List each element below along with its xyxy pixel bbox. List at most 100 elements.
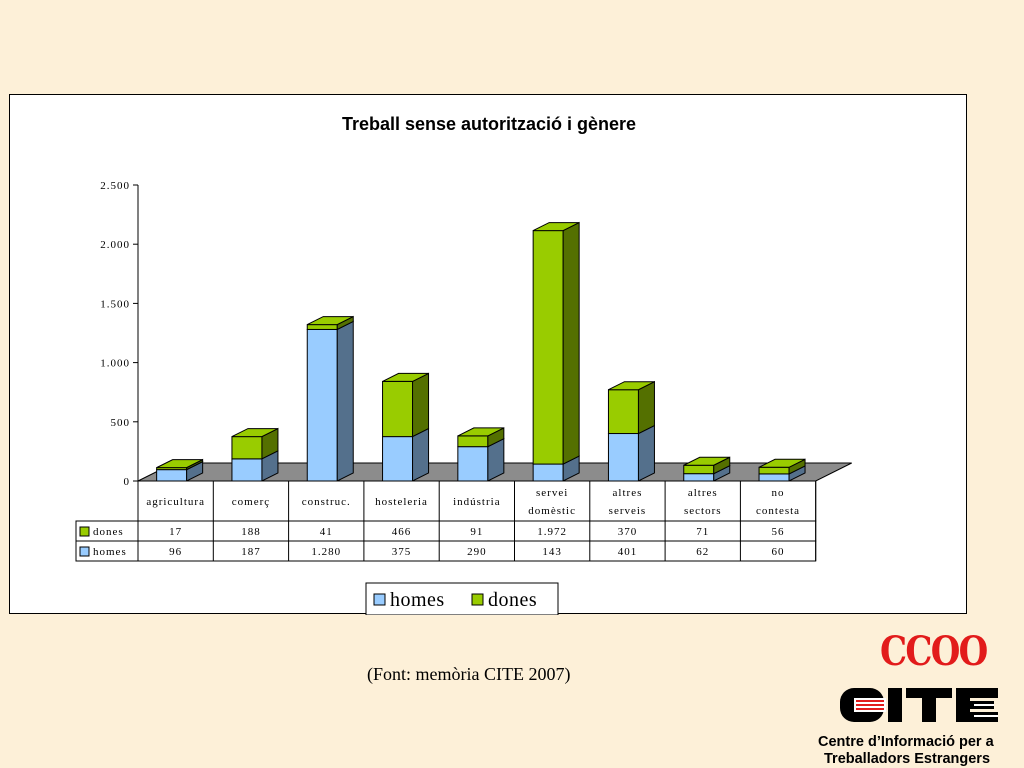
data-label: 187 [241, 546, 261, 558]
data-label: 401 [618, 546, 638, 558]
table-legend-key [79, 526, 90, 537]
source-note: (Font: memòria CITE 2007) [367, 664, 571, 684]
org-name-line2: Treballadors Estrangers [824, 751, 991, 767]
logo-area: CCOO Centre d’Informació per a Treballad… [812, 612, 1024, 768]
bar-front [457, 446, 489, 482]
data-label: 56 [772, 526, 785, 538]
data-label: 1.972 [537, 526, 567, 538]
bar-side [562, 221, 580, 465]
bar-front [231, 436, 263, 460]
category-row [137, 480, 817, 522]
bar-dones-8 [758, 458, 806, 475]
bar-dones-3 [382, 372, 430, 438]
bar-dones-6 [607, 380, 655, 435]
data-label: 466 [392, 526, 412, 538]
bar-dones-1 [231, 427, 279, 460]
chart-title: Treball sense autorització i gènere [342, 114, 636, 134]
bar-front [607, 389, 639, 435]
bar-front [683, 473, 715, 482]
data-label: 143 [542, 546, 562, 558]
category-label: construc. [302, 496, 351, 508]
y-tick-label: 1.500 [100, 298, 130, 310]
data-label: 188 [241, 526, 261, 538]
bar-top [231, 428, 279, 438]
category-label: comerç [232, 496, 270, 508]
bar-front [382, 380, 414, 438]
category-label: hosteleria [375, 496, 428, 508]
data-label: 17 [169, 526, 182, 538]
bar-side [637, 380, 655, 435]
category-label: no [772, 487, 785, 499]
legend-label-dones: dones [488, 589, 537, 611]
bars [156, 221, 806, 482]
bar-top [683, 456, 730, 466]
data-label: 1.280 [311, 546, 341, 558]
bar-top [156, 459, 203, 469]
y-tick-label: 500 [111, 417, 131, 429]
bar-top [758, 458, 806, 468]
legend-box [365, 582, 559, 615]
category-label: agricultura [146, 496, 205, 508]
y-tick-label: 1.000 [100, 358, 130, 370]
bar-top [382, 372, 429, 382]
bar-side [412, 427, 430, 482]
table-legend-key [79, 546, 90, 557]
bar-dones-5 [532, 221, 580, 465]
data-table: agricultura comerç construc. hosteleria indú… [75, 480, 817, 562]
category-label: servei [536, 487, 568, 499]
data-label: 290 [467, 546, 487, 558]
table-row-label: homes [93, 546, 127, 558]
chart-svg: Treball sense autorització i gènere 0 500… [75, 114, 852, 615]
data-label: 96 [169, 546, 182, 558]
bar-front [382, 436, 414, 482]
category-label: sectors [684, 505, 722, 517]
bar-side [412, 372, 430, 438]
category-label: indústria [453, 496, 501, 508]
bar-front [457, 435, 489, 448]
category-label: domèstic [528, 505, 576, 517]
bar-front [156, 469, 188, 482]
bar-homes-2 [306, 320, 354, 482]
chart-frame: Treball sense autorització i gènere 0 500… [9, 94, 967, 615]
bar-front [231, 458, 263, 482]
data-label: 91 [470, 526, 483, 538]
category-label: contesta [756, 505, 800, 517]
category-label: altres [688, 487, 718, 499]
table-row-label: dones [93, 526, 124, 538]
bar-front [607, 433, 639, 482]
data-label: 62 [696, 546, 709, 558]
bar-front [758, 473, 790, 482]
table-row-homes [75, 540, 817, 562]
data-label: 60 [772, 546, 785, 558]
bar-front [306, 324, 338, 330]
data-label: 41 [320, 526, 333, 538]
category-label: serveis [609, 505, 647, 517]
legend-swatch-homes [373, 593, 386, 606]
bar-front [758, 466, 790, 475]
cite-logo [840, 688, 998, 722]
bar-side [336, 320, 354, 482]
ccoo-logo: CCOO [880, 628, 988, 675]
bar-front [306, 328, 338, 482]
y-tick-label: 2.000 [100, 239, 130, 251]
legend-swatch-dones [471, 593, 484, 606]
y-tick-label: 2.500 [100, 180, 130, 192]
data-label: 370 [618, 526, 638, 538]
bar-top [608, 381, 655, 391]
bar-top [457, 427, 505, 437]
data-label: 71 [696, 526, 709, 538]
bar-homes-4 [457, 437, 505, 482]
bar-front [532, 463, 564, 482]
bar-top [307, 316, 354, 326]
data-label: 375 [392, 546, 412, 558]
bar-side [637, 424, 655, 482]
y-tick-label: 0 [124, 476, 131, 488]
org-name-line1: Centre d’Informació per a [818, 734, 994, 750]
legend-label-homes: homes [390, 589, 445, 611]
bar-dones-7 [683, 456, 731, 475]
category-label: altres [613, 487, 643, 499]
bar-front [683, 464, 715, 475]
bar-dones-4 [457, 427, 505, 448]
bar-top [532, 222, 580, 232]
bar-front [532, 230, 564, 465]
